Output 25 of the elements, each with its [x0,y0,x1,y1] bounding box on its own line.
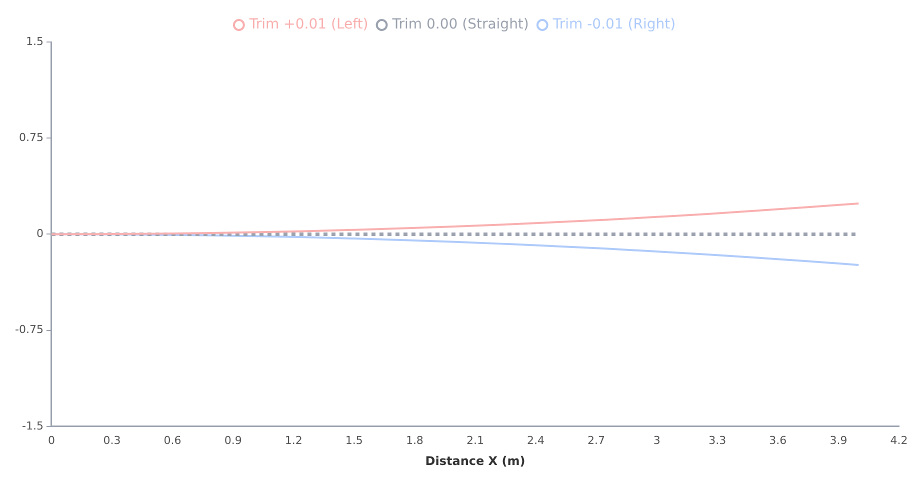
x-tick-label: 2.1 [466,434,484,447]
legend-label: Trim 0.00 (Straight) [391,16,529,33]
x-tick-label: 3.6 [769,434,787,447]
legend-label: Trim -0.01 (Right) [552,16,676,33]
legend-label: Trim +0.01 (Left) [248,16,368,33]
x-tick-label: 4.2 [890,434,908,447]
y-tick-label: -1.5 [22,419,44,432]
y-tick-label: 0.75 [18,130,44,144]
line-series [51,202,860,236]
y-tick-label: 1.5 [26,34,44,48]
x-tick-label: 3.9 [830,434,848,447]
x-tick-label: 3 [653,434,660,447]
x-tick-label: 0 [48,434,55,447]
x-tick-label: 2.7 [588,434,606,447]
x-tick-label: 1.8 [406,434,424,447]
x-tick-label: 1.2 [284,434,302,447]
x-tick-label: 3.3 [708,434,726,447]
x-tick-label: 2.4 [527,434,545,447]
x-tick-label: 1.5 [345,434,363,447]
x-tick-label: 0.6 [164,434,182,447]
x-tick-label: 0.3 [103,434,121,447]
y-tick-label: -0.75 [14,323,44,336]
y-tick-label: 0 [36,227,44,240]
x-tick-label: 0.9 [224,434,242,447]
x-axis-title: Distance X (m) [425,454,526,468]
